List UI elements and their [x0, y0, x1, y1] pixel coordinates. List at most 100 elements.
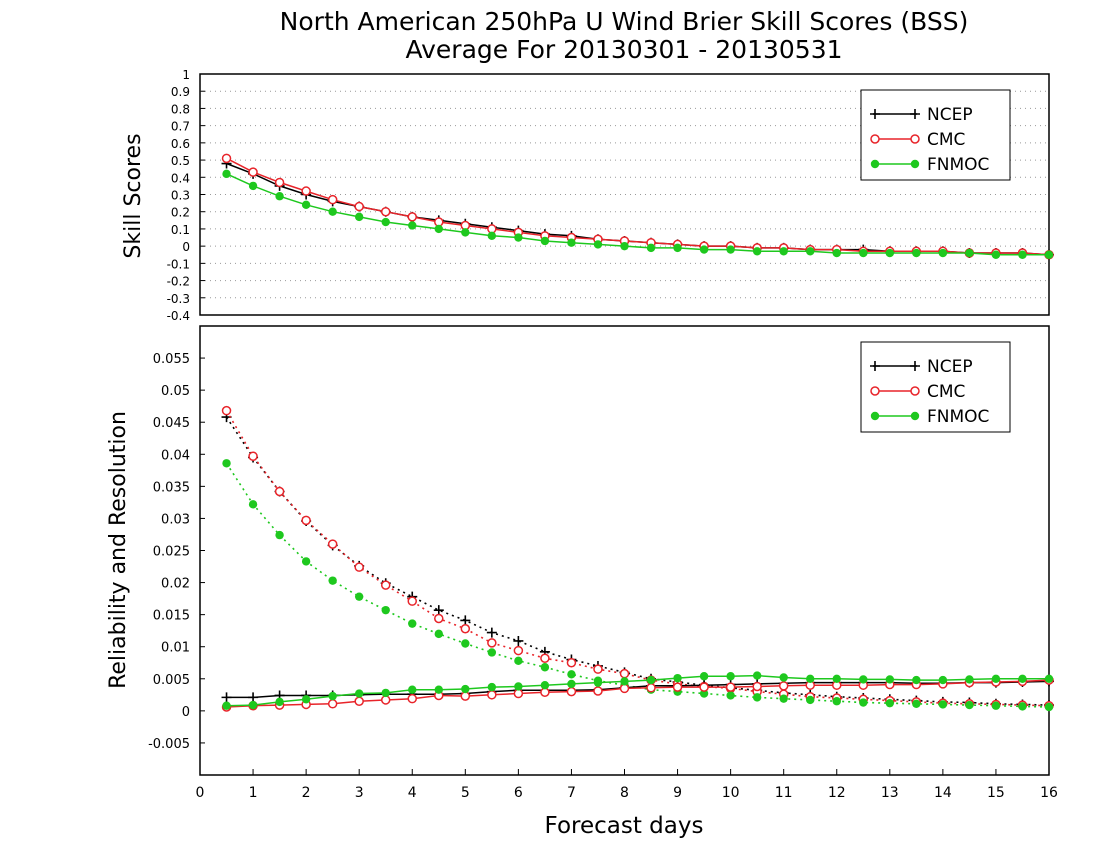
bottom-point-fnmoc-reliability — [301, 695, 311, 704]
top-y-tick-label: -0.3 — [167, 292, 190, 306]
bottom-point-fnmoc-resolution — [726, 691, 735, 700]
x-tick-label: 0 — [196, 785, 205, 801]
top-y-axis-label: Skill Scores — [121, 133, 146, 258]
x-tick-label: 14 — [934, 785, 952, 801]
top-point-fnmoc — [275, 192, 284, 201]
top-legend-marker-cmc — [870, 134, 880, 144]
bottom-point-fnmoc-reliability — [646, 675, 656, 685]
bottom-y-tick-label: 0.05 — [161, 384, 190, 399]
x-tick-label: 8 — [620, 785, 629, 801]
bottom-point-cmc-reliability — [460, 691, 471, 701]
bottom-legend-label-fnmoc: FNMOC — [927, 407, 989, 427]
bottom-y-tick-label: 0.025 — [153, 545, 190, 560]
bottom-series-line-cmc-resolution — [225, 410, 1050, 707]
top-legend-box — [860, 89, 1011, 181]
bottom-point-cmc-reliability — [593, 686, 603, 696]
bottom-point-cmc-resolution — [619, 668, 630, 679]
bottom-point-fnmoc-resolution — [1018, 702, 1027, 711]
bottom-point-fnmoc-resolution — [806, 695, 815, 705]
x-tick-label: 4 — [408, 785, 417, 801]
top-legend-marker-ncep — [870, 109, 880, 119]
bottom-point-fnmoc-resolution — [275, 530, 284, 540]
top-y-tick-label: 0 — [182, 240, 190, 254]
x-tick-label: 7 — [567, 785, 576, 801]
bottom-point-fnmoc-resolution — [699, 689, 709, 698]
bottom-point-cmc-resolution — [487, 638, 497, 648]
top-point-fnmoc — [991, 250, 1001, 259]
bottom-point-fnmoc-resolution — [540, 663, 550, 672]
bottom-point-cmc-resolution — [327, 539, 338, 549]
bottom-point-fnmoc-reliability — [434, 685, 443, 694]
bottom-point-fnmoc-resolution — [938, 700, 948, 709]
bottom-point-cmc-resolution — [274, 486, 285, 497]
bottom-point-fnmoc-reliability — [487, 682, 497, 692]
bottom-legend: NCEP CMC FNMOC — [860, 341, 1011, 433]
top-point-fnmoc — [726, 245, 735, 254]
top-point-fnmoc — [859, 248, 868, 258]
x-tick-label: 3 — [355, 785, 364, 801]
bottom-point-fnmoc-resolution — [912, 699, 921, 709]
bottom-y-tick-label: 0.015 — [153, 609, 190, 624]
bottom-point-fnmoc-resolution — [381, 605, 390, 615]
top-point-cmc — [248, 167, 258, 177]
top-point-fnmoc — [222, 169, 231, 179]
top-point-fnmoc — [832, 248, 841, 258]
bottom-point-fnmoc-reliability — [514, 682, 523, 691]
bottom-point-fnmoc-resolution — [832, 697, 841, 706]
bottom-legend-marker-cmc — [910, 386, 920, 396]
bottom-point-fnmoc-resolution — [301, 557, 311, 566]
x-tick-label: 1 — [249, 785, 258, 801]
top-point-fnmoc — [434, 224, 443, 234]
top-legend: NCEP CMC FNMOC — [860, 89, 1011, 181]
top-y-tick-label: -0.1 — [167, 257, 190, 271]
bottom-point-cmc-resolution — [354, 562, 364, 572]
bottom-legend-marker-ncep — [870, 361, 880, 371]
bottom-point-cmc-resolution — [460, 624, 471, 634]
top-point-fnmoc — [938, 248, 948, 258]
top-point-fnmoc — [248, 181, 258, 191]
x-tick-label: 9 — [673, 785, 682, 801]
top-legend-marker-ncep — [910, 109, 920, 119]
bottom-point-fnmoc-reliability — [408, 685, 417, 694]
bottom-legend-marker-fnmoc — [870, 411, 880, 421]
bottom-point-cmc-reliability — [752, 681, 762, 692]
bottom-point-fnmoc-reliability — [1044, 674, 1054, 683]
bottom-point-cmc-reliability — [778, 681, 789, 691]
bottom-point-cmc-reliability — [380, 695, 391, 705]
x-tick-label: 13 — [881, 785, 899, 801]
top-point-fnmoc — [673, 243, 682, 253]
bottom-point-fnmoc-resolution — [567, 670, 576, 679]
top-point-fnmoc — [381, 217, 390, 227]
bottom-point-fnmoc-reliability — [328, 691, 337, 701]
top-point-fnmoc — [806, 247, 815, 256]
top-y-tick-label: 0.2 — [171, 206, 190, 220]
bottom-point-fnmoc-reliability — [275, 697, 284, 707]
top-y-tick-label: 1 — [182, 68, 190, 82]
top-point-cmc — [301, 186, 311, 196]
bottom-point-fnmoc-resolution — [434, 629, 443, 639]
bottom-point-fnmoc-reliability — [673, 673, 682, 683]
x-tick-label: 16 — [1040, 785, 1058, 801]
bottom-point-cmc-resolution — [407, 596, 417, 606]
top-y-tick-label: 0.5 — [171, 154, 190, 168]
bottom-point-fnmoc-reliability — [779, 673, 788, 682]
top-y-tick-label: 0.6 — [171, 137, 190, 151]
bottom-legend-box — [860, 341, 1011, 433]
bottom-point-fnmoc-reliability — [699, 672, 709, 681]
x-tick-label: 12 — [828, 785, 846, 801]
top-y-tick-label: -0.2 — [167, 275, 190, 289]
bottom-point-fnmoc-resolution — [752, 693, 762, 702]
top-point-fnmoc — [965, 248, 974, 258]
top-legend-marker-fnmoc — [870, 159, 880, 169]
bottom-y-tick-label: 0.035 — [153, 480, 190, 495]
top-point-fnmoc — [885, 248, 895, 258]
x-tick-label: 6 — [514, 785, 523, 801]
top-point-fnmoc — [328, 207, 337, 216]
top-point-cmc — [221, 153, 232, 164]
bottom-y-tick-label: 0.005 — [153, 673, 190, 688]
bottom-point-fnmoc-resolution — [248, 500, 258, 509]
bottom-point-fnmoc-resolution — [222, 459, 231, 468]
bottom-point-cmc-reliability — [672, 682, 683, 692]
bottom-point-ncep-resolution — [486, 627, 497, 638]
